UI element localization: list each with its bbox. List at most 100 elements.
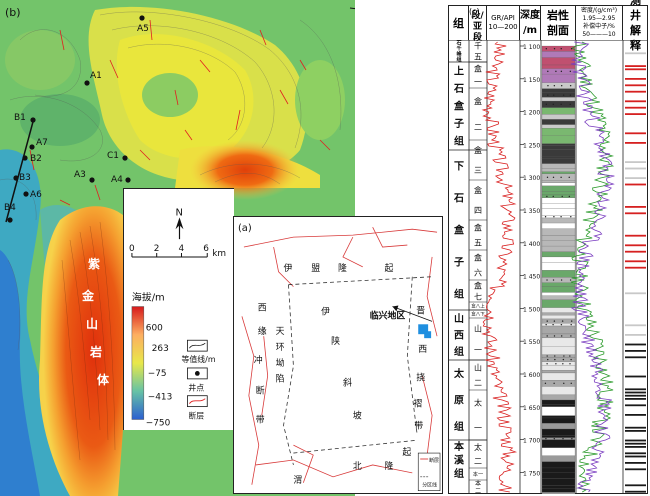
inset-legend-fault: 断层 — [429, 457, 439, 464]
depth-tick: 1 350 — [523, 208, 540, 215]
ramp-value-263: 263 — [152, 344, 169, 354]
panel-label-a: (a) — [238, 223, 252, 234]
formation-label: 组 — [456, 56, 461, 63]
header-lithology: 岩性剖面 — [541, 6, 576, 40]
member-label: 一 — [474, 345, 482, 354]
formation-label: 石 — [453, 83, 464, 95]
depth-tick: 1 100 — [523, 44, 540, 51]
scale-unit: km — [212, 249, 226, 259]
elevation-color-ramp — [131, 306, 145, 420]
member-label: 六 — [474, 267, 482, 277]
member-label: 盒 — [474, 185, 482, 195]
formation-label: 盒 — [453, 100, 465, 113]
formation-label: 峰 — [456, 51, 462, 58]
well-B4[interactable] — [7, 217, 13, 223]
unit-jinxi-5: 带 — [414, 420, 423, 431]
formation-label: 本 — [454, 440, 465, 453]
north-label: N — [176, 207, 183, 218]
member-label: 太 — [474, 442, 482, 452]
formation-label: 组 — [454, 345, 464, 358]
member-label: 一 — [474, 77, 482, 86]
well-label-B2: B2 — [30, 154, 42, 164]
member-label: 二 — [474, 457, 482, 466]
unit-yishan-1: 伊 — [321, 305, 330, 317]
unit-weibei-3: 隆 — [385, 460, 394, 472]
unit-xiyuan-2: 缘 — [258, 325, 267, 337]
formation-label: 下 — [454, 161, 464, 173]
member-label: 二 — [475, 488, 481, 494]
legend-well-label: 井点 — [188, 383, 204, 393]
member-label: 七 — [474, 292, 482, 301]
member-label: 盒 — [474, 280, 482, 290]
member-label: 盒 — [474, 63, 482, 73]
legend-fault-item: 断层 — [187, 395, 208, 421]
scale-tick-0: 0 — [129, 244, 135, 254]
formation-label: 组 — [454, 420, 464, 433]
formation-label: 太 — [453, 367, 465, 380]
well-label-A3: A3 — [74, 170, 86, 180]
member-label: 五 — [474, 52, 482, 61]
well-label-B3: B3 — [19, 173, 31, 183]
well-label-A4: A4 — [111, 175, 123, 185]
well-B2[interactable] — [22, 155, 28, 161]
legend-well-item: 井点 — [187, 367, 208, 393]
well-A6[interactable] — [23, 191, 29, 197]
member-label: 盒八上 — [471, 303, 485, 310]
well-A5[interactable] — [139, 15, 145, 21]
member-label: 二 — [474, 378, 482, 387]
member-label: 四 — [474, 206, 482, 215]
unit-yishan-4: 坡 — [353, 409, 362, 421]
north-arrow: N — [175, 207, 184, 240]
intrusion-char-3: 山 — [86, 316, 98, 331]
unit-tianhuan-1: 天 — [276, 327, 285, 337]
inset-legend-division: 分区线 — [422, 482, 437, 489]
member-label: 山 — [474, 323, 482, 333]
member-label: 五 — [474, 238, 482, 247]
depth-tick: 1 150 — [523, 77, 540, 84]
unit-tianhuan-2: 环 — [276, 342, 285, 353]
well-A7[interactable] — [29, 144, 35, 150]
formation-label: 子 — [454, 118, 464, 130]
intrusion-char-4: 岩 — [89, 344, 102, 359]
formation-label: 盒 — [453, 224, 465, 237]
well-B1[interactable] — [30, 117, 36, 123]
well-label-B1: B1 — [14, 113, 26, 123]
formation-label: 石 — [455, 40, 461, 47]
intrusion-char-1: 紫 — [88, 256, 100, 271]
legend-fault-label: 断层 — [188, 411, 204, 421]
study-area-marker[interactable] — [418, 324, 432, 339]
formation-label: 千 — [456, 45, 461, 52]
well-A1[interactable] — [84, 80, 90, 86]
scale-tick-2: 2 — [154, 244, 160, 254]
formation-label: 溪 — [454, 454, 465, 467]
unit-weibei-4: 起 — [402, 447, 411, 458]
well-label-B4: B4 — [4, 203, 16, 213]
depth-tick: 1 650 — [523, 405, 540, 412]
well-C1[interactable] — [122, 155, 128, 161]
header-member: (c) 段/亚段 — [469, 6, 487, 43]
well-B3[interactable] — [13, 175, 19, 181]
well-A3[interactable] — [89, 177, 95, 183]
unit-yimeng-4: 起 — [385, 263, 394, 274]
panel-label-c: (c) — [469, 7, 480, 16]
scale-tick-4: 4 — [179, 244, 185, 254]
unit-xiyuan-5: 带 — [256, 414, 265, 425]
unit-xiyuan-3: 冲 — [254, 354, 263, 366]
well-label-A5: A5 — [137, 24, 149, 34]
unit-weibei-1: 渭 — [293, 475, 302, 486]
well-label-A1: A1 — [90, 71, 102, 81]
member-label: 山 — [474, 362, 482, 372]
ramp-value-600: 600 — [146, 323, 163, 333]
header-den-cnl: 密度/(g/cm³) 1.95—2.95 补偿中子/% 50———10 — [576, 6, 623, 40]
formation-label: 组 — [454, 467, 464, 480]
member-label: 一 — [474, 423, 482, 432]
legend-title: 海拔/m — [132, 291, 165, 304]
formation-label: 原 — [454, 395, 464, 407]
unit-yishan-3: 斜 — [343, 377, 352, 389]
unit-xiyuan-4: 断 — [256, 385, 265, 397]
intrusion-char-5: 体 — [97, 372, 110, 387]
well-A4[interactable] — [125, 177, 131, 183]
depth-tick: 1 550 — [523, 339, 540, 346]
formation-label: 石 — [453, 193, 464, 205]
